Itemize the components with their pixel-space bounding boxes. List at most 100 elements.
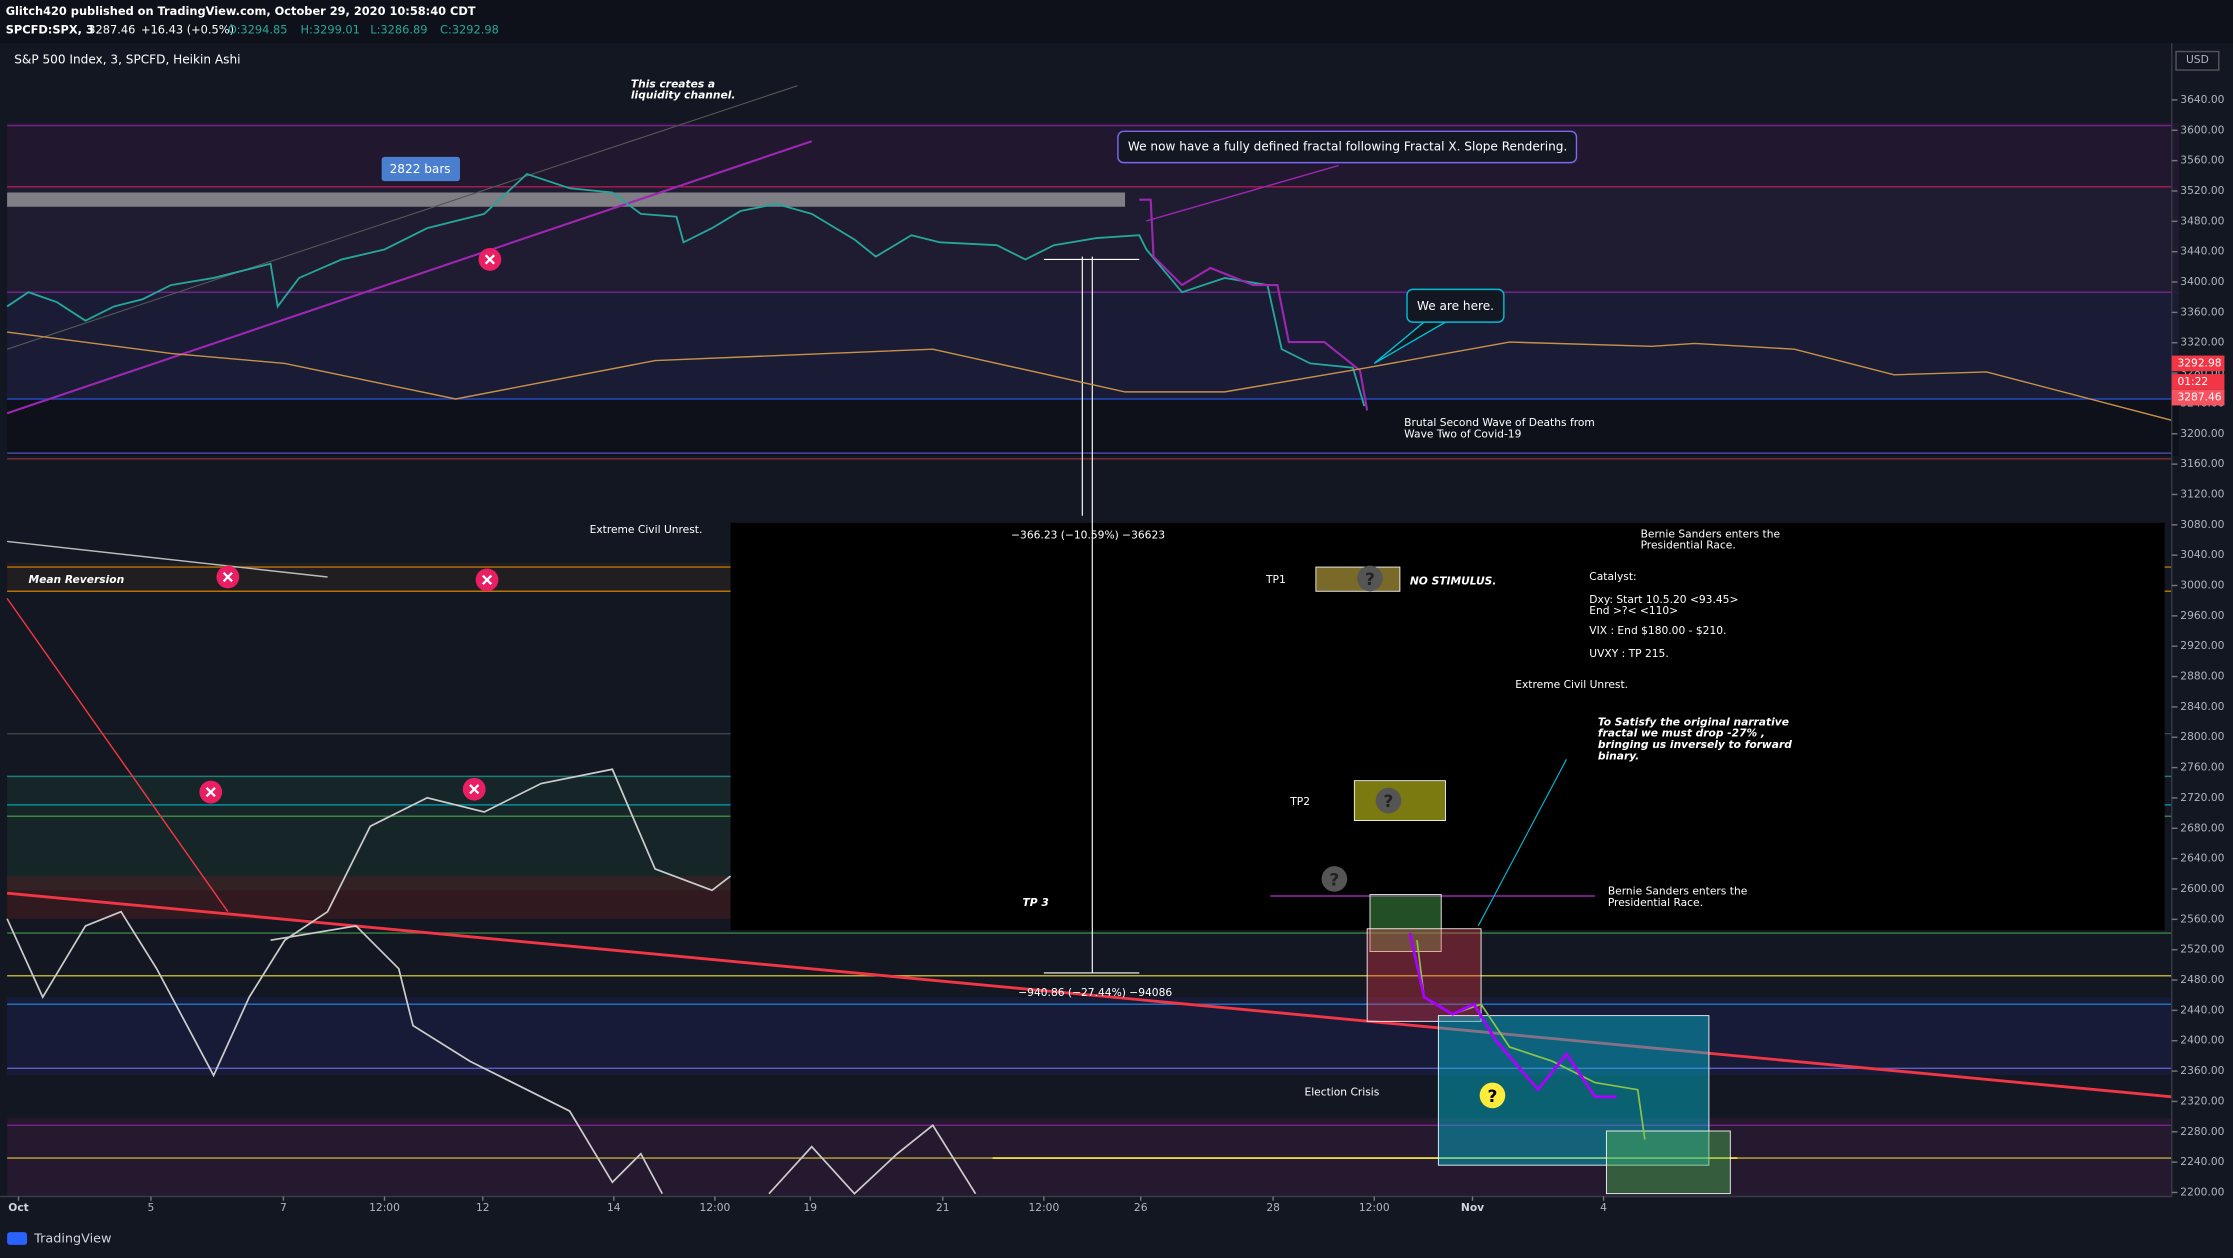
question-mark: ?	[1329, 870, 1339, 890]
oscillator-line	[768, 1124, 977, 1195]
price-tick-label: 2800.00	[2180, 730, 2224, 743]
time-tick-label: 12	[476, 1201, 490, 1214]
price-tick-label: 3480.00	[2180, 214, 2224, 227]
annotation: TP 3	[1023, 896, 1049, 909]
annotation: Dxy: Start 10.5.20 <93.45>	[1589, 593, 1738, 606]
price-tick-label: 2400.00	[2180, 1034, 2224, 1047]
price-badge	[2171, 374, 2225, 390]
zone-box	[1605, 1130, 1731, 1195]
price-tick-label: 3600.00	[2180, 123, 2224, 136]
oscillator-line	[6, 768, 732, 1078]
trend-line	[1146, 164, 1339, 222]
price-tick-label: 3320.00	[2180, 336, 2224, 349]
price-tick-label: 3520.00	[2180, 184, 2224, 197]
question-icon	[1357, 565, 1383, 592]
question-icon	[1479, 1082, 1506, 1109]
plot-area: ????	[6, 85, 2179, 1197]
price-tick-label: 2440.00	[2180, 1003, 2224, 1016]
time-tick-label: 12:00	[1028, 1201, 1059, 1214]
projection-box	[730, 522, 2165, 931]
close-icon-x	[222, 571, 233, 583]
time-tick-label: 19	[804, 1201, 818, 1214]
price-tick-label: 2480.00	[2180, 973, 2224, 986]
annotation: Bernie Sanders enters the	[1608, 885, 1747, 898]
price-tick-label: 3200.00	[2180, 427, 2224, 440]
time-tick-label: 14	[607, 1201, 621, 1214]
price-tick-label: 2880.00	[2180, 670, 2224, 683]
price-badge	[2171, 389, 2225, 406]
price-tick-label: 2760.00	[2180, 761, 2224, 774]
question-mark: ?	[1365, 570, 1375, 590]
annotation: To Satisfy the original narrative	[1598, 715, 1789, 728]
band	[7, 876, 734, 919]
annotation: binary.	[1598, 749, 1639, 762]
price-tick-label: 3360.00	[2180, 305, 2224, 318]
annotation: UVXY : TP 215.	[1589, 647, 1668, 660]
callout-tail	[1373, 321, 1446, 365]
price-badge-label: 3292.98	[2177, 356, 2221, 369]
time-tick-label: 12:00	[1359, 1201, 1390, 1214]
price-tick-label: 3160.00	[2180, 457, 2224, 470]
time-tick-label: 26	[1134, 1201, 1148, 1214]
annotation: Presidential Race.	[1641, 539, 1736, 552]
annotation: NO STIMULUS.	[1410, 574, 1497, 587]
price-badge	[2171, 355, 2225, 372]
price-tick-label: 2320.00	[2180, 1094, 2224, 1107]
annotation: liquidity channel.	[631, 89, 736, 102]
annotation: Bernie Sanders enters the	[1641, 527, 1780, 540]
trend-line	[6, 891, 2172, 1099]
question-icon	[1321, 866, 1348, 892]
last-price: 3287.46	[88, 23, 135, 37]
annotation: Wave Two of Covid-19	[1404, 428, 1521, 441]
zone-box	[1366, 928, 1482, 1022]
annotation: −940.86 (−27.44%) −94086	[1018, 986, 1172, 999]
pointer-line	[1477, 759, 1568, 927]
time-tick-label: 5	[148, 1201, 155, 1214]
annotation: We now have a fully defined fractal foll…	[1128, 139, 1567, 153]
price-tick-label: 2720.00	[2180, 791, 2224, 804]
chart-title: S&P 500 Index, 3, SPCFD, Heikin Ashi	[14, 53, 240, 67]
annotation: End >?< <110>	[1589, 604, 1678, 617]
trend-line	[6, 597, 229, 913]
price-tick-label: 2640.00	[2180, 852, 2224, 865]
price-tick-label: 3000.00	[2180, 579, 2224, 592]
moving-average	[7, 331, 2172, 422]
annotation: −366.23 (−10.59%) −36623	[1011, 529, 1165, 542]
time-tick-label: 4	[1600, 1201, 1607, 1214]
price-tick-label: 2240.00	[2180, 1155, 2224, 1168]
projection-line	[1408, 932, 1617, 1099]
close-icon-x	[205, 786, 216, 798]
label-box	[381, 156, 460, 182]
logo-mark	[7, 1232, 28, 1245]
oscillator-line	[270, 925, 663, 1195]
time-tick-label: Nov	[1461, 1201, 1484, 1214]
callout	[1406, 288, 1505, 323]
annotation: Extreme Civil Unrest.	[1515, 678, 1628, 691]
annotation: Mean Reversion	[28, 573, 124, 586]
price-badge-label: 01:22	[2177, 375, 2208, 388]
close-icon-x	[469, 784, 480, 795]
close-icon-x	[481, 574, 493, 585]
price-tick-label: 2960.00	[2180, 609, 2224, 622]
time-tick-label: 7	[280, 1201, 287, 1214]
liquidity-zone	[7, 192, 1126, 207]
time-tick-label: 12:00	[369, 1201, 400, 1214]
band	[7, 997, 2172, 1076]
question-mark: ?	[1488, 1087, 1498, 1107]
time-tick-label: Oct	[8, 1201, 29, 1214]
annotation: TP2	[1289, 795, 1310, 808]
annotation: 2822 bars	[390, 162, 451, 176]
header-bar	[0, 0, 2233, 43]
price-tick-label: 3040.00	[2180, 548, 2224, 561]
annotation: TP1	[1265, 573, 1286, 586]
open: O:3294.85	[228, 23, 288, 37]
zone-box	[1369, 894, 1442, 952]
price-tick-label: 2200.00	[2180, 1185, 2224, 1198]
price-tick-label: 2600.00	[2180, 882, 2224, 895]
annotation: Catalyst:	[1589, 570, 1636, 583]
logo	[7, 1232, 28, 1245]
price-tick-label: 2520.00	[2180, 943, 2224, 956]
low: L:3286.89	[370, 23, 427, 37]
